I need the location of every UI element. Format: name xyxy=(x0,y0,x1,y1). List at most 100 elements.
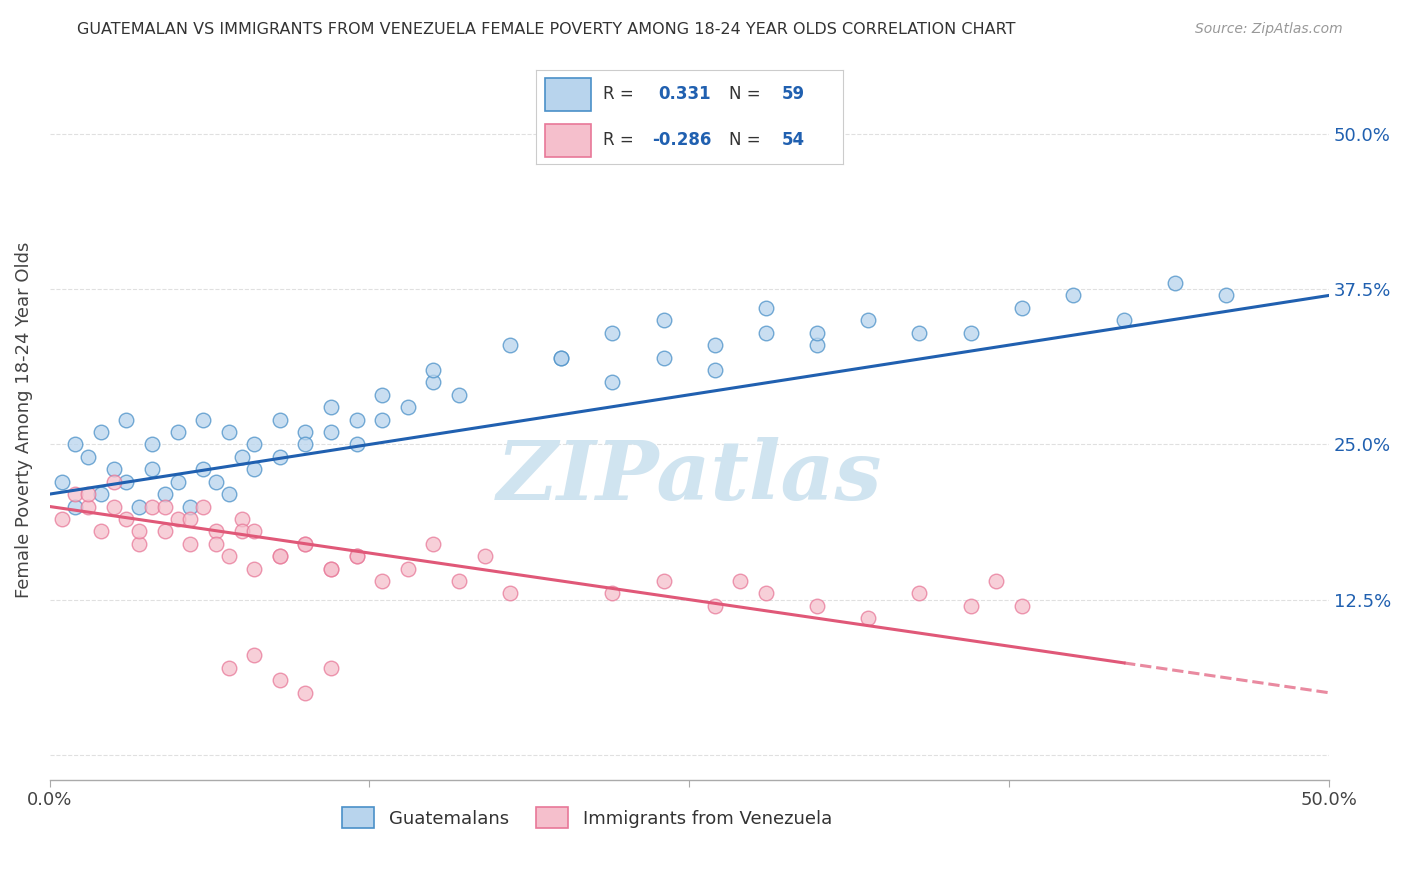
Point xyxy=(550,351,572,365)
Point xyxy=(51,512,73,526)
Point xyxy=(243,437,266,451)
Point xyxy=(602,326,624,340)
Point xyxy=(959,599,981,613)
Point xyxy=(128,500,150,514)
Point xyxy=(319,561,342,575)
Point xyxy=(128,524,150,539)
Point xyxy=(65,437,87,451)
Point xyxy=(1011,599,1033,613)
Point xyxy=(191,500,214,514)
Legend: Guatemalans, Immigrants from Venezuela: Guatemalans, Immigrants from Venezuela xyxy=(335,800,839,836)
Point xyxy=(755,301,778,315)
Point xyxy=(703,599,725,613)
Point xyxy=(153,487,176,501)
Point xyxy=(115,412,138,426)
Point xyxy=(269,673,291,688)
Point xyxy=(115,475,138,489)
Point xyxy=(396,561,419,575)
Point xyxy=(602,376,624,390)
Point xyxy=(294,437,316,451)
Point xyxy=(243,561,266,575)
Point xyxy=(90,487,112,501)
Point xyxy=(90,425,112,439)
Point xyxy=(422,376,444,390)
Point xyxy=(1215,288,1237,302)
Point xyxy=(205,524,228,539)
Point xyxy=(166,512,188,526)
Point xyxy=(346,549,368,563)
Point xyxy=(115,512,138,526)
Point xyxy=(858,313,880,327)
Point xyxy=(858,611,880,625)
Point xyxy=(294,686,316,700)
Point xyxy=(231,524,253,539)
Point xyxy=(806,599,828,613)
Point xyxy=(755,586,778,600)
Point xyxy=(422,537,444,551)
Point xyxy=(602,586,624,600)
Point xyxy=(166,425,188,439)
Point xyxy=(179,512,201,526)
Point xyxy=(806,338,828,352)
Point xyxy=(269,549,291,563)
Point xyxy=(396,400,419,414)
Point xyxy=(319,425,342,439)
Point xyxy=(1011,301,1033,315)
Point xyxy=(191,412,214,426)
Text: ZIPatlas: ZIPatlas xyxy=(496,437,882,517)
Point xyxy=(499,586,522,600)
Point xyxy=(371,574,394,588)
Point xyxy=(90,524,112,539)
Point xyxy=(447,574,470,588)
Point xyxy=(205,475,228,489)
Point xyxy=(218,549,240,563)
Point xyxy=(77,500,100,514)
Point xyxy=(141,462,163,476)
Point xyxy=(65,487,87,501)
Point xyxy=(1164,276,1187,290)
Point xyxy=(77,487,100,501)
Y-axis label: Female Poverty Among 18-24 Year Olds: Female Poverty Among 18-24 Year Olds xyxy=(15,242,32,598)
Point xyxy=(191,462,214,476)
Point xyxy=(65,500,87,514)
Point xyxy=(243,462,266,476)
Point xyxy=(319,561,342,575)
Point xyxy=(218,425,240,439)
Point xyxy=(908,586,931,600)
Point xyxy=(269,412,291,426)
Point xyxy=(959,326,981,340)
Point xyxy=(153,524,176,539)
Point xyxy=(51,475,73,489)
Point xyxy=(141,437,163,451)
Point xyxy=(346,412,368,426)
Text: GUATEMALAN VS IMMIGRANTS FROM VENEZUELA FEMALE POVERTY AMONG 18-24 YEAR OLDS COR: GUATEMALAN VS IMMIGRANTS FROM VENEZUELA … xyxy=(77,22,1015,37)
Point xyxy=(1062,288,1084,302)
Point xyxy=(755,326,778,340)
Point xyxy=(447,388,470,402)
Point xyxy=(294,537,316,551)
Point xyxy=(218,661,240,675)
Point xyxy=(153,500,176,514)
Point xyxy=(986,574,1008,588)
Point xyxy=(166,475,188,489)
Point xyxy=(231,512,253,526)
Point xyxy=(652,351,675,365)
Point xyxy=(730,574,752,588)
Point xyxy=(294,425,316,439)
Point xyxy=(269,549,291,563)
Point xyxy=(103,462,125,476)
Point xyxy=(550,351,572,365)
Point xyxy=(1114,313,1136,327)
Point xyxy=(179,537,201,551)
Point xyxy=(346,437,368,451)
Point xyxy=(179,500,201,514)
Point xyxy=(319,400,342,414)
Point xyxy=(908,326,931,340)
Point xyxy=(474,549,496,563)
Text: Source: ZipAtlas.com: Source: ZipAtlas.com xyxy=(1195,22,1343,37)
Point xyxy=(422,363,444,377)
Point xyxy=(294,537,316,551)
Point xyxy=(703,363,725,377)
Point xyxy=(652,313,675,327)
Point xyxy=(128,537,150,551)
